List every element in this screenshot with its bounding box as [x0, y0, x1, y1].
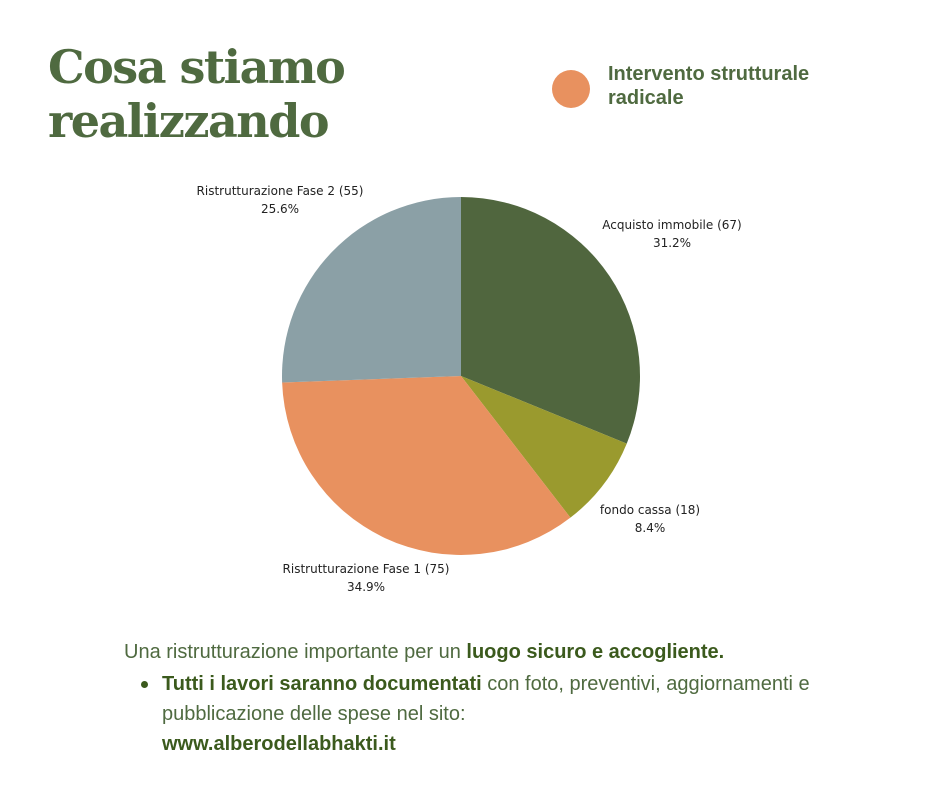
caption-intro: Una ristrutturazione importante per un l…: [124, 637, 844, 667]
caption-bullet-text: con foto, preventivi, aggiornamenti e pu…: [162, 673, 810, 725]
slice-label: Ristrutturazione Fase 1 (75) 34.9%: [283, 560, 450, 596]
pie-slice: [461, 376, 627, 518]
page-title: Cosa stiamo realizzando: [48, 40, 346, 148]
legend-label: Intervento strutturale radicale: [608, 63, 810, 109]
slice-label-name: Ristrutturazione Fase 2 (55): [196, 184, 364, 198]
caption: Una ristrutturazione importante per un l…: [124, 637, 844, 759]
title-line-1: Cosa stiamo: [48, 40, 346, 94]
pie-slice: [282, 197, 461, 383]
caption-intro-text: Una ristrutturazione importante per un: [124, 641, 467, 663]
website-link[interactable]: www.alberodellabhakti.it: [162, 733, 396, 755]
bullet-icon: [141, 681, 148, 688]
slice-label-percent: 34.9%: [346, 580, 386, 594]
caption-bullet: Tutti i lavori saranno documentati con f…: [124, 669, 844, 759]
caption-bullet-highlight: Tutti i lavori saranno documentati: [162, 673, 482, 695]
slice-label-name: Ristrutturazione Fase 1 (75): [282, 562, 450, 576]
slice-label-percent: 31.2%: [652, 236, 692, 250]
title-line-2: realizzando: [48, 94, 330, 148]
caption-intro-highlight: luogo sicuro e accogliente.: [466, 641, 725, 663]
slice-label: Acquisto immobile (67) 31.2%: [602, 216, 741, 252]
slice-label-percent: 8.4%: [634, 521, 666, 535]
legend-swatch: [552, 70, 590, 108]
slice-label: fondo cassa (18) 8.4%: [600, 501, 700, 537]
slice-label: Ristrutturazione Fase 2 (55) 25.6%: [197, 182, 364, 218]
pie-slice: [282, 376, 571, 556]
slice-label-name: fondo cassa (18): [599, 503, 701, 517]
slice-label-name: Acquisto immobile (67): [602, 218, 742, 232]
pie-slice: [461, 197, 641, 444]
slice-label-percent: 25.6%: [260, 202, 300, 216]
